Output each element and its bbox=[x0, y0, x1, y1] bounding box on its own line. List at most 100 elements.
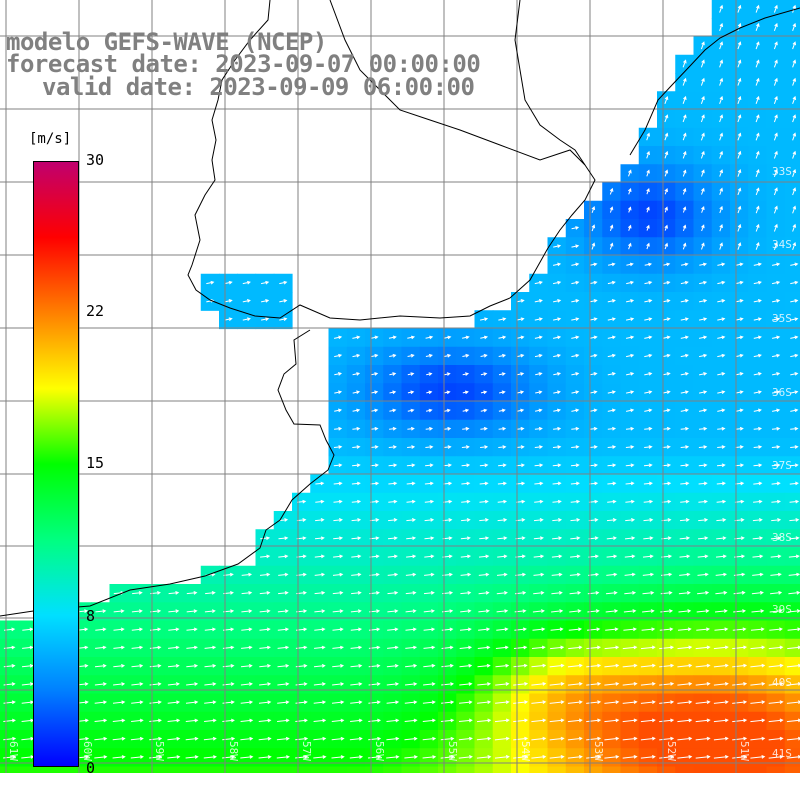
wind-arrow bbox=[186, 627, 198, 632]
wind-arrow bbox=[204, 718, 217, 723]
wind-arrow bbox=[586, 682, 602, 686]
wind-arrow bbox=[531, 700, 547, 705]
wind-arrow bbox=[664, 96, 669, 104]
wind-arrow bbox=[680, 426, 690, 431]
wind-arrow bbox=[531, 718, 547, 723]
wind-arrow bbox=[719, 77, 724, 86]
wind-arrow bbox=[589, 390, 598, 394]
lon-label-57w: 57W bbox=[300, 741, 313, 761]
wind-arrow bbox=[682, 169, 687, 177]
wind-arrow bbox=[698, 299, 708, 303]
wind-arrow bbox=[571, 244, 580, 248]
wind-arrow bbox=[332, 572, 344, 577]
wind-speed-cell bbox=[784, 73, 800, 92]
wind-arrow bbox=[295, 682, 308, 686]
wind-speed-cell bbox=[638, 766, 658, 773]
wind-arrow bbox=[713, 663, 729, 668]
wind-arrow bbox=[609, 224, 614, 231]
wind-arrow bbox=[679, 536, 691, 541]
wind-arrow bbox=[406, 536, 417, 541]
wind-arrow bbox=[260, 280, 270, 285]
wind-arrow bbox=[186, 682, 199, 686]
wind-arrow bbox=[713, 718, 729, 723]
wind-arrow bbox=[424, 554, 435, 559]
wind-arrow bbox=[698, 317, 708, 321]
wind-arrow bbox=[480, 353, 488, 358]
wind-arrow bbox=[719, 187, 723, 195]
wind-arrow bbox=[644, 280, 653, 285]
wind-speed-cell bbox=[182, 766, 202, 773]
wind-arrow bbox=[480, 408, 488, 413]
wind-arrow bbox=[277, 700, 290, 705]
wind-arrow bbox=[768, 718, 784, 723]
wind-arrow bbox=[168, 645, 180, 650]
wind-arrow bbox=[242, 299, 251, 303]
wind-arrow bbox=[370, 408, 379, 413]
wind-arrow bbox=[607, 262, 616, 267]
wind-speed-cell bbox=[438, 766, 457, 773]
wind-arrow bbox=[186, 591, 198, 595]
wind-arrow bbox=[407, 353, 415, 358]
wind-arrow bbox=[714, 609, 728, 613]
wind-arrow bbox=[770, 572, 782, 577]
wind-arrow bbox=[750, 755, 766, 759]
wind-arrow bbox=[460, 536, 471, 541]
wind-arrow bbox=[333, 463, 343, 468]
wind-arrow bbox=[773, 4, 778, 13]
wind-arrow bbox=[495, 682, 510, 686]
wind-arrow bbox=[387, 645, 399, 650]
wind-arrow bbox=[737, 114, 742, 123]
wind-arrow bbox=[788, 590, 800, 595]
lat-label-39s: 39S bbox=[772, 603, 792, 616]
wind-arrow bbox=[478, 590, 490, 595]
wind-arrow bbox=[516, 353, 525, 358]
wind-arrow bbox=[186, 645, 198, 650]
wind-arrow bbox=[646, 242, 650, 250]
wind-arrow bbox=[677, 700, 693, 705]
wind-arrow bbox=[368, 718, 382, 723]
wind-arrow bbox=[567, 663, 583, 668]
wind-arrow bbox=[350, 627, 363, 632]
wind-arrow bbox=[787, 627, 800, 632]
wind-arrow bbox=[679, 554, 691, 559]
wind-arrow bbox=[753, 390, 762, 394]
lon-label-51w: 51W bbox=[738, 741, 751, 761]
wind-arrow bbox=[570, 481, 580, 486]
wind-arrow bbox=[792, 4, 797, 13]
wind-arrow bbox=[498, 445, 507, 449]
wind-arrow bbox=[149, 700, 162, 705]
wind-arrow bbox=[698, 499, 708, 504]
wind-arrow bbox=[277, 609, 289, 614]
wind-speed-cell bbox=[456, 766, 476, 773]
wind-arrow bbox=[628, 169, 632, 177]
wind-arrow bbox=[295, 736, 309, 741]
wind-arrow bbox=[334, 390, 343, 394]
wind-arrow bbox=[224, 299, 233, 303]
wind-arrow bbox=[713, 682, 729, 686]
wind-arrow bbox=[461, 481, 471, 486]
wind-arrow bbox=[149, 718, 162, 723]
wind-arrow bbox=[204, 645, 217, 650]
wind-arrow bbox=[701, 187, 705, 195]
wind-arrow bbox=[699, 280, 708, 285]
wind-arrow bbox=[277, 645, 290, 650]
wind-arrow bbox=[700, 77, 705, 86]
wind-arrow bbox=[260, 317, 270, 321]
wind-arrow bbox=[589, 317, 598, 321]
wind-arrow bbox=[407, 390, 415, 395]
wind-arrow bbox=[792, 114, 797, 123]
wind-arrow bbox=[533, 518, 544, 522]
wind-arrow bbox=[332, 682, 345, 686]
wind-arrow bbox=[607, 372, 616, 376]
wind-arrow bbox=[423, 663, 436, 668]
wind-arrow bbox=[751, 590, 764, 595]
wind-arrow bbox=[789, 463, 799, 468]
wind-arrow bbox=[314, 591, 326, 595]
wind-arrow bbox=[132, 591, 143, 595]
wind-arrow bbox=[406, 481, 416, 486]
wind-speed-cell bbox=[784, 109, 800, 129]
wind-arrow bbox=[387, 591, 399, 595]
wind-arrow bbox=[94, 682, 107, 686]
wind-arrow bbox=[587, 609, 600, 613]
wind-arrow bbox=[22, 645, 34, 650]
